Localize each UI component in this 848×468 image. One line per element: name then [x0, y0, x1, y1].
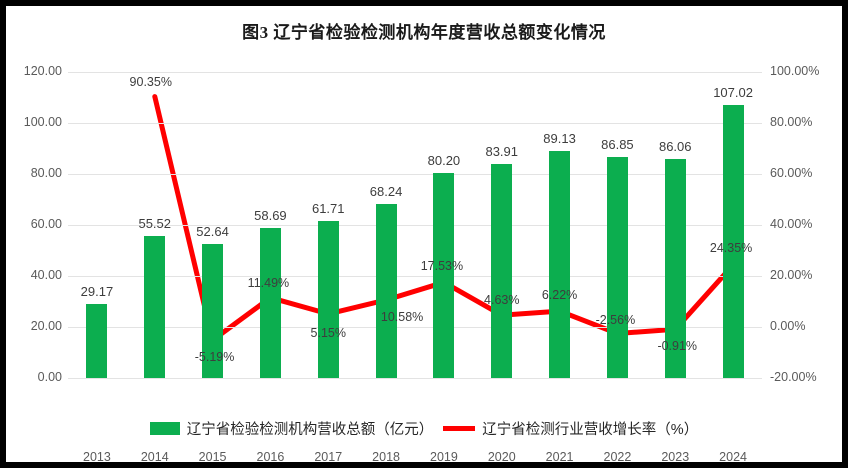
- legend-label-growth-rate: 辽宁省检测行业营收增长率（%）: [482, 422, 699, 438]
- bar[interactable]: [86, 303, 108, 378]
- y-axis-right-tick: 100.00%: [770, 64, 820, 78]
- bar-value-label: 107.02: [713, 85, 753, 101]
- gridline: [68, 174, 762, 175]
- x-axis-tick: 2015: [198, 450, 227, 464]
- growth-rate-label: 4.63%: [484, 293, 520, 308]
- gridline: [68, 225, 762, 226]
- bar-value-label: 61.71: [311, 200, 345, 216]
- x-axis-tick: 2019: [430, 450, 458, 464]
- growth-rate-label: -2.56%: [595, 312, 636, 327]
- growth-rate-label: -0.91%: [657, 339, 698, 354]
- gridline: [68, 123, 762, 124]
- y-axis-left-tick: 120.00: [23, 64, 62, 78]
- y-axis-left-tick: 60.00: [30, 217, 62, 231]
- bar-swatch-icon: [149, 422, 180, 435]
- bar[interactable]: [375, 203, 397, 378]
- chart-legend: 辽宁省检验检测机构营收总额（亿元） 辽宁省检测行业营收增长率（%）: [6, 418, 842, 439]
- gridline: [68, 327, 762, 328]
- bar[interactable]: [606, 156, 628, 378]
- x-axis-tick: 2013: [83, 450, 111, 464]
- bar[interactable]: [491, 164, 513, 378]
- plot-area: 0.00 20.00 40.00 60.00 80.00 100.00 120.00 -20.…: [24, 64, 820, 464]
- gridline: [68, 378, 762, 379]
- bar-value-label: 68.24: [369, 183, 403, 199]
- y-axis-left-tick: 20.00: [30, 319, 62, 333]
- y-axis-right-tick: 60.00%: [770, 166, 813, 180]
- legend-item-growth-rate[interactable]: 辽宁省检测行业营收增长率（%）: [443, 418, 698, 439]
- x-axis-tick: 2016: [256, 450, 285, 464]
- chart-canvas: 图3 辽宁省检验检测机构年度营收总额变化情况 0.00 20.00 40.00 60.…: [6, 6, 842, 464]
- growth-rate-label: 10.58%: [380, 310, 424, 325]
- y-axis-left-tick: 100.00: [23, 115, 62, 129]
- bar-value-label: 52.64: [196, 223, 229, 239]
- bar-value-label: 83.91: [485, 144, 519, 160]
- x-axis-tick: 2022: [603, 450, 632, 464]
- y-axis-right-tick: 80.00%: [770, 115, 813, 129]
- bar-value-label: 86.85: [601, 136, 634, 152]
- chart-title: 图3 辽宁省检验检测机构年度营收总额变化情况: [242, 23, 606, 42]
- x-axis-tick: 2014: [140, 450, 169, 464]
- bar-value-label: 80.20: [427, 153, 461, 169]
- bar[interactable]: [433, 173, 455, 378]
- bar[interactable]: [259, 228, 281, 378]
- growth-rate-label: 17.53%: [420, 259, 464, 274]
- x-axis-tick: 2018: [372, 450, 400, 464]
- bar[interactable]: [664, 158, 686, 378]
- legend-item-revenue-total[interactable]: 辽宁省检验检测机构营收总额（亿元）: [149, 418, 434, 439]
- bar-value-label: 55.52: [138, 216, 172, 232]
- y-axis-right-tick: 20.00%: [770, 268, 813, 282]
- x-axis-tick: 2024: [719, 450, 747, 464]
- x-axis-tick: 2021: [545, 450, 574, 464]
- legend-label-revenue-total: 辽宁省检验检测机构营收总额（亿元）: [186, 422, 434, 438]
- bar-value-label: 89.13: [543, 130, 576, 146]
- y-axis-left-tick: 80.00: [30, 166, 62, 180]
- line-swatch-icon: [443, 426, 476, 431]
- y-axis-right-tick: 0.00%: [770, 319, 806, 333]
- bar[interactable]: [202, 243, 224, 378]
- bar[interactable]: [722, 105, 744, 378]
- bar-value-label: 86.06: [658, 138, 692, 154]
- y-axis-right-tick: 40.00%: [770, 217, 813, 231]
- x-axis-tick: 2023: [661, 450, 690, 464]
- growth-rate-label: 6.22%: [541, 288, 578, 303]
- x-axis-tick: 2017: [314, 450, 343, 464]
- bar-value-label: 58.69: [254, 208, 287, 224]
- growth-rate-label: 90.35%: [129, 74, 172, 89]
- gridline: [68, 276, 762, 277]
- bar[interactable]: [549, 150, 571, 378]
- bar[interactable]: [144, 236, 166, 378]
- bar[interactable]: [317, 220, 339, 378]
- y-axis-right-tick: -20.00%: [770, 370, 817, 384]
- y-axis-left-tick: 0.00: [37, 370, 62, 384]
- gridline: [68, 72, 762, 73]
- bar-value-label: 29.17: [80, 283, 114, 299]
- growth-rate-label: 24.35%: [709, 240, 753, 255]
- x-axis-tick: 2020: [487, 450, 516, 464]
- growth-rate-label: 5.15%: [310, 325, 346, 340]
- growth-rate-label: 11.49%: [247, 275, 290, 290]
- growth-rate-label: -5.19%: [194, 350, 235, 365]
- y-axis-left-tick: 40.00: [30, 268, 62, 282]
